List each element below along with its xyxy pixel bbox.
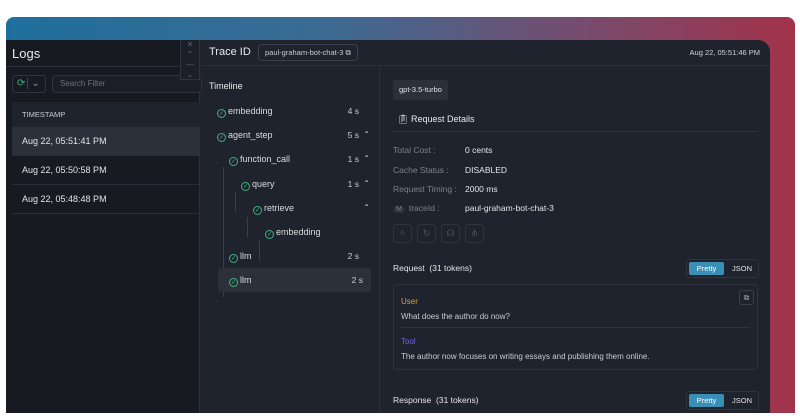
refresh-button[interactable]: ⟳ ⌄ bbox=[12, 75, 46, 93]
pretty-button[interactable]: Pretty bbox=[689, 262, 724, 275]
timeline-item[interactable]: ✓ agent_step 5 s ⌃ bbox=[217, 125, 370, 145]
clipboard-icon: 📋︎ bbox=[397, 114, 409, 124]
timeline-title: Timeline bbox=[209, 81, 243, 91]
search-input[interactable]: Search Filter bbox=[52, 75, 202, 93]
chevron-down-icon[interactable]: ⌄ bbox=[186, 70, 194, 79]
request-view-toggle: Pretty JSON bbox=[686, 259, 759, 278]
check-circle-icon: ✓ bbox=[217, 109, 226, 118]
response-title: Response (31 tokens) bbox=[393, 395, 479, 405]
check-circle-icon: ✓ bbox=[253, 206, 262, 215]
logs-panel: Logs ⟳ ⌄ Search Filter TIMESTAMP Aug 22, … bbox=[6, 40, 202, 413]
trace-timestamp: Aug 22, 05:51:46 PM bbox=[689, 48, 760, 57]
pretty-button[interactable]: Pretty bbox=[689, 394, 724, 407]
timeline-item[interactable]: ✓ function_call 1 s ⌃ bbox=[229, 149, 370, 169]
timeline-item[interactable]: ✓ query 1 s ⌃ bbox=[241, 174, 370, 194]
field-total-cost: Total Cost :0 cents bbox=[393, 145, 493, 155]
logs-title: Logs bbox=[12, 46, 41, 61]
details-panel: gpt-3.5-turbo 📋︎ Request Details Total C… bbox=[381, 67, 770, 413]
field-request-timing: Request Timing :2000 ms bbox=[393, 184, 498, 194]
timeline-item[interactable]: ✓ llm 2 s bbox=[229, 251, 359, 263]
role-tool: Tool bbox=[401, 337, 416, 346]
panel-controls: ✕ ⌃ — ⌄ bbox=[180, 40, 200, 80]
timeline-item-selected[interactable]: ✓ llm 2 s bbox=[218, 268, 371, 292]
refresh-icon: ⟳ bbox=[17, 78, 26, 89]
check-circle-icon: ✓ bbox=[229, 278, 238, 287]
hierarchy-icon[interactable]: ⋔ bbox=[465, 224, 484, 243]
json-button[interactable]: JSON bbox=[731, 396, 752, 405]
trace-id-pill[interactable]: paul-graham-bot-chat-3 ⧉ bbox=[258, 44, 358, 61]
chevron-up-icon[interactable]: ⌃ bbox=[363, 203, 370, 212]
model-badge: gpt-3.5-turbo bbox=[393, 80, 448, 100]
message-text: What does the author do now? bbox=[401, 312, 510, 321]
log-row[interactable]: Aug 22, 05:50:58 PM bbox=[12, 156, 200, 185]
check-circle-icon: ✓ bbox=[217, 133, 226, 142]
check-circle-icon: ✓ bbox=[241, 182, 250, 191]
timeline-item[interactable]: ✓ embedding 4 s bbox=[217, 106, 359, 118]
check-circle-icon: ✓ bbox=[229, 254, 238, 263]
close-icon[interactable]: ✕ bbox=[186, 40, 194, 49]
chevron-up-icon[interactable]: ⌃ bbox=[186, 50, 194, 59]
json-button[interactable]: JSON bbox=[731, 264, 752, 273]
trace-header: Trace ID paul-graham-bot-chat-3 ⧉ Aug 22… bbox=[201, 40, 770, 66]
timeline-item[interactable]: ✓ embedding bbox=[265, 227, 321, 239]
timeline-panel: Timeline ✓ embedding 4 s ✓ agent_step 5 s ⌃ ✓… bbox=[201, 67, 380, 413]
role-user: User bbox=[401, 297, 418, 306]
column-header-timestamp[interactable]: TIMESTAMP bbox=[12, 102, 200, 127]
chevron-down-icon[interactable]: ⌄ bbox=[27, 78, 40, 89]
chevron-up-icon[interactable]: ⌃ bbox=[363, 130, 370, 139]
response-view-toggle: Pretty JSON bbox=[686, 391, 759, 410]
request-messages: ⧉ User What does the author do now? Tool… bbox=[393, 284, 758, 370]
copy-icon[interactable]: ⧉ bbox=[739, 290, 754, 305]
check-circle-icon: ✓ bbox=[265, 230, 274, 239]
divider: — bbox=[186, 60, 194, 69]
log-row[interactable]: Aug 22, 05:48:48 PM bbox=[12, 185, 200, 214]
chevron-up-icon[interactable]: ⌃ bbox=[363, 154, 370, 163]
refresh-icon[interactable]: ↻ bbox=[417, 224, 436, 243]
message-text: The author now focuses on writing essays… bbox=[401, 352, 650, 361]
field-cache-status: Cache Status : DISABLED bbox=[393, 165, 508, 175]
request-details-title: 📋︎ Request Details bbox=[397, 114, 475, 124]
trace-label: Trace ID bbox=[209, 46, 251, 58]
timeline-item[interactable]: ✓ retrieve ⌃ bbox=[253, 198, 370, 218]
trace-id: paul-graham-bot-chat-3 bbox=[265, 48, 344, 57]
sparkle-icon[interactable]: ✧ bbox=[393, 224, 412, 243]
app-window: Logs ⟳ ⌄ Search Filter TIMESTAMP Aug 22, … bbox=[6, 40, 770, 413]
users-icon[interactable]: ☊ bbox=[441, 224, 460, 243]
copy-icon[interactable]: ⧉ bbox=[345, 48, 351, 57]
log-row[interactable]: Aug 22, 05:51:41 PM bbox=[12, 127, 200, 156]
check-circle-icon: ✓ bbox=[229, 157, 238, 166]
chevron-up-icon[interactable]: ⌃ bbox=[363, 179, 370, 188]
request-title: Request (31 tokens) bbox=[393, 263, 472, 273]
